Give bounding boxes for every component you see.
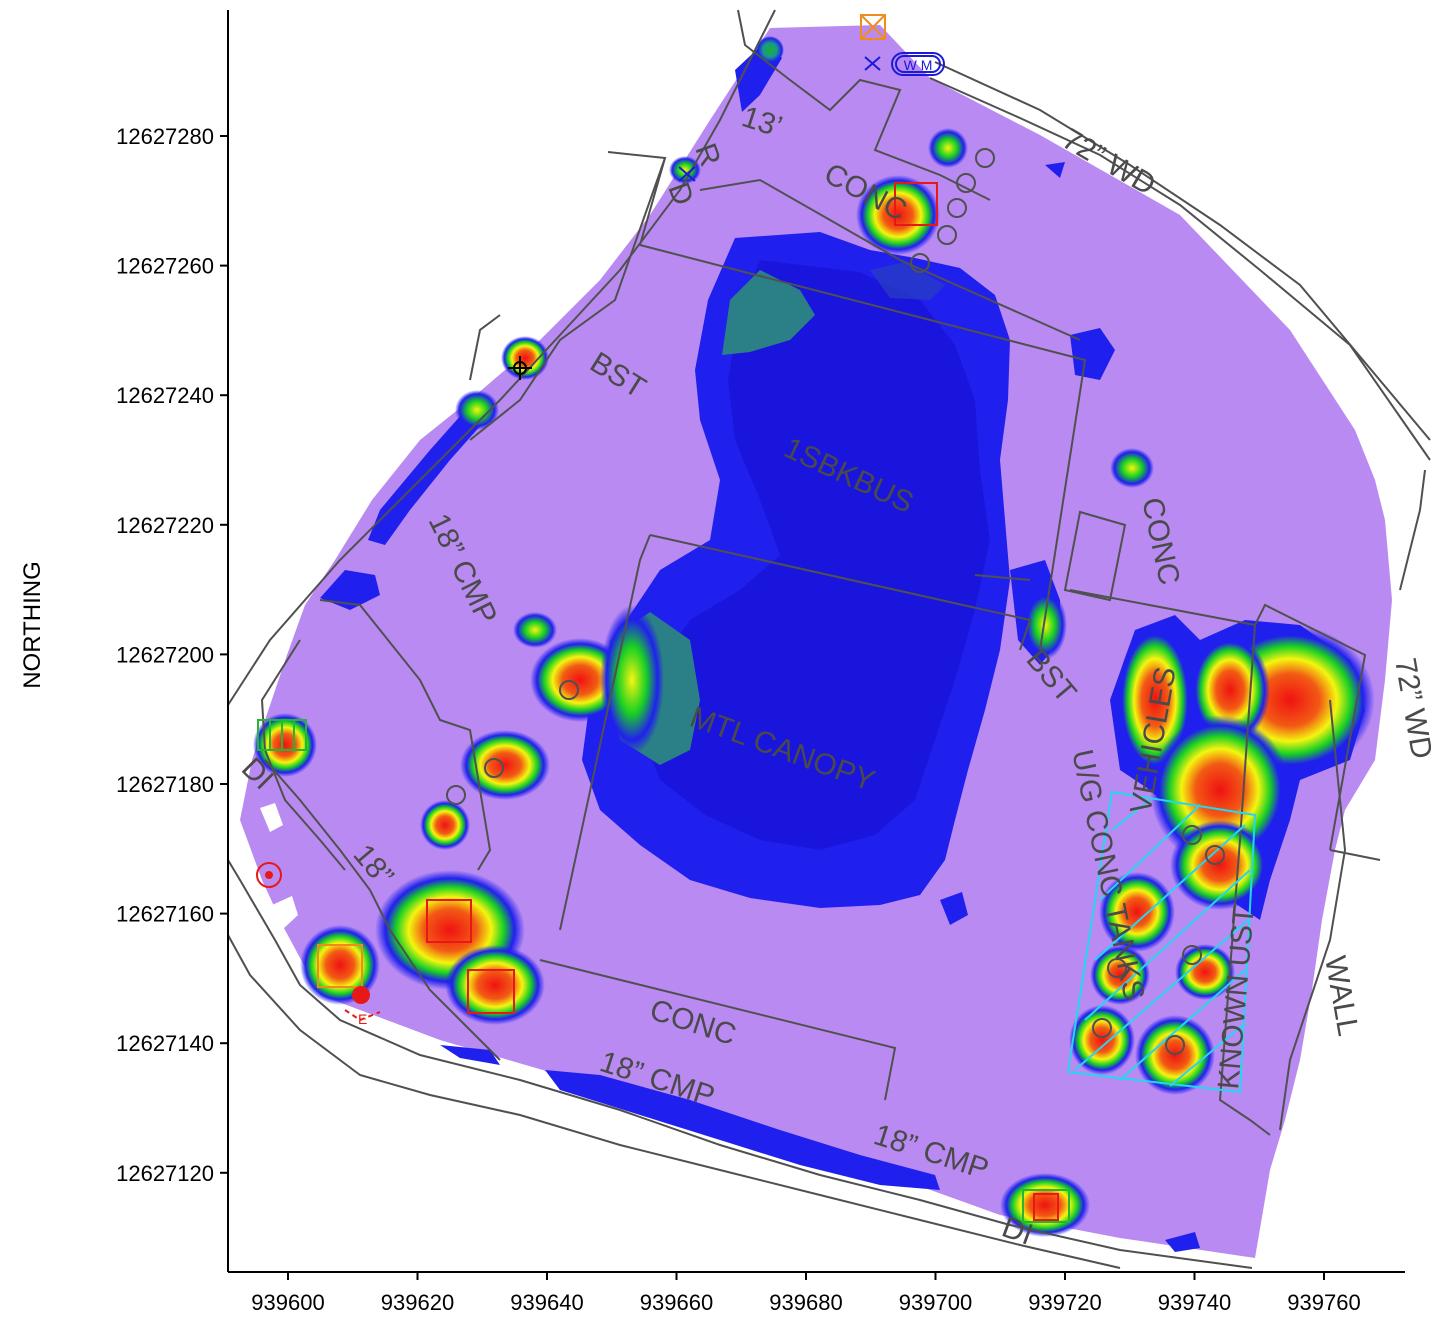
hotspot <box>513 612 557 648</box>
sample-symbols <box>256 14 1225 1223</box>
teal-zone <box>722 270 815 355</box>
y-tick-label: 12627240 <box>116 383 214 408</box>
edge-contour <box>1165 1232 1200 1252</box>
hotspot <box>455 390 499 430</box>
hotspot <box>1175 944 1235 1000</box>
hotspot <box>460 730 550 800</box>
red-circle-marker <box>256 862 282 888</box>
hotspot <box>928 128 968 168</box>
well-circles <box>446 148 1225 1055</box>
hotspot <box>600 605 664 755</box>
y-tick-label: 12627140 <box>116 1031 214 1056</box>
x-tick-label: 939600 <box>251 1290 324 1315</box>
teal-zone <box>870 262 945 300</box>
green-box-marker <box>257 719 1070 1223</box>
wm-marker <box>678 52 945 182</box>
edge-contour <box>545 1070 940 1190</box>
hotspot <box>1023 590 1067 660</box>
y-tick-label: 12627260 <box>116 254 214 279</box>
x-tick-label: 939660 <box>640 1290 713 1315</box>
site-linework <box>227 9 1431 1269</box>
y-tick-label: 12627120 <box>116 1161 214 1186</box>
x-tick-label: 939700 <box>899 1290 972 1315</box>
hotspot <box>756 36 784 64</box>
hotspot <box>1099 872 1175 952</box>
x-tick-label: 939760 <box>1287 1290 1360 1315</box>
hotspot <box>1090 945 1150 1005</box>
label-e: E <box>358 1011 367 1027</box>
edge-contour <box>1045 162 1065 178</box>
y-tick-label: 12627280 <box>116 124 214 149</box>
hotspot <box>445 945 545 1025</box>
y-tick-label: 12627160 <box>116 902 214 927</box>
x-tick-label: 939680 <box>769 1290 842 1315</box>
y-tick-label: 12627200 <box>116 642 214 667</box>
orange-box-marker <box>317 14 886 988</box>
x-tick-label: 939720 <box>1028 1290 1101 1315</box>
edge-contour <box>440 1045 500 1065</box>
void-patch <box>260 803 283 832</box>
y-tick-label: 12627220 <box>116 513 214 538</box>
edge-contour <box>940 892 968 925</box>
x-tick-label: 939740 <box>1158 1290 1231 1315</box>
label-wd-right: 72” WD <box>1388 655 1431 761</box>
label-wm: W M <box>904 57 933 73</box>
x-axis-ticks: 939600 939620 939640 939660 939680 939700 9397… <box>251 1272 1361 1315</box>
void-patch <box>270 896 298 930</box>
hotspot <box>669 156 701 184</box>
y-tick-label: 12627180 <box>116 772 214 797</box>
edge-contour <box>320 570 380 610</box>
edge-contour <box>1070 328 1115 380</box>
hotspot <box>1069 1005 1135 1075</box>
y-axis-title: NORTHING <box>19 561 46 689</box>
hotspot <box>1110 448 1154 488</box>
canopy-plume-core <box>640 260 990 850</box>
x-tick-label: 939620 <box>381 1290 454 1315</box>
y-axis-ticks: 12627280 12627260 12627240 12627220 12627200… <box>116 124 228 1186</box>
label-wall: WALL <box>1318 953 1364 1038</box>
x-tick-label: 939640 <box>510 1290 583 1315</box>
hotspot <box>856 175 940 255</box>
hotspot <box>420 800 470 850</box>
axes <box>227 10 1405 1273</box>
crosshair-marker <box>508 356 532 380</box>
red-box-marker <box>426 182 1059 1221</box>
